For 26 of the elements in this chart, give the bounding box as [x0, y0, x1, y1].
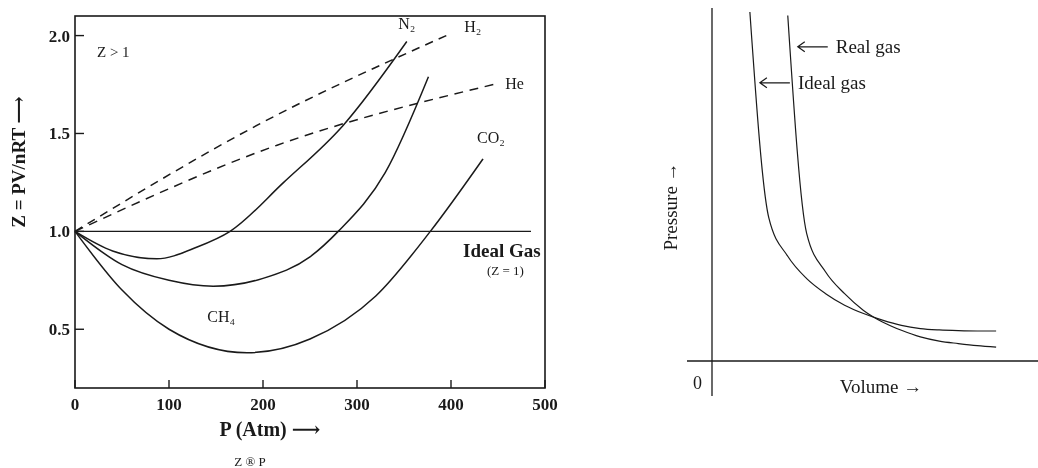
x-axis-title: P (Atm) ⟶	[219, 418, 321, 441]
series-label: H₂	[464, 17, 482, 35]
y-axis-title: Z = PV/nRT ⟶	[8, 96, 29, 228]
x-tick-label: 0	[70, 395, 80, 414]
y-tick-label: 1.0	[48, 222, 70, 242]
ref-line-label: Ideal Gas	[463, 240, 541, 262]
series-label: N₂	[398, 15, 416, 33]
y-tick-label: 0.5	[48, 320, 70, 340]
annotation: (Z = 1)	[487, 263, 524, 279]
x-tick-label: 500	[532, 395, 558, 414]
x-tick-label: 300	[344, 395, 370, 414]
text: 0	[693, 373, 702, 393]
y-tick-label: 2.0	[48, 26, 70, 46]
y-axis-title: Pressure →	[660, 162, 681, 251]
x-tick-label: 100	[156, 395, 182, 414]
x-tick-label: 400	[438, 395, 464, 414]
legend-label: Ideal gas	[797, 71, 866, 93]
annotation: Z > 1	[97, 44, 130, 60]
x-axis-title: Volume →	[839, 376, 923, 397]
series-label: CH₄	[207, 308, 236, 326]
legend-label: Real gas	[835, 35, 901, 57]
series-label: CO₂	[477, 128, 505, 146]
series-label: He	[505, 74, 524, 92]
text: Z ® P	[234, 454, 266, 468]
x-tick-label: 200	[250, 395, 276, 414]
y-tick-label: 1.5	[48, 124, 70, 144]
